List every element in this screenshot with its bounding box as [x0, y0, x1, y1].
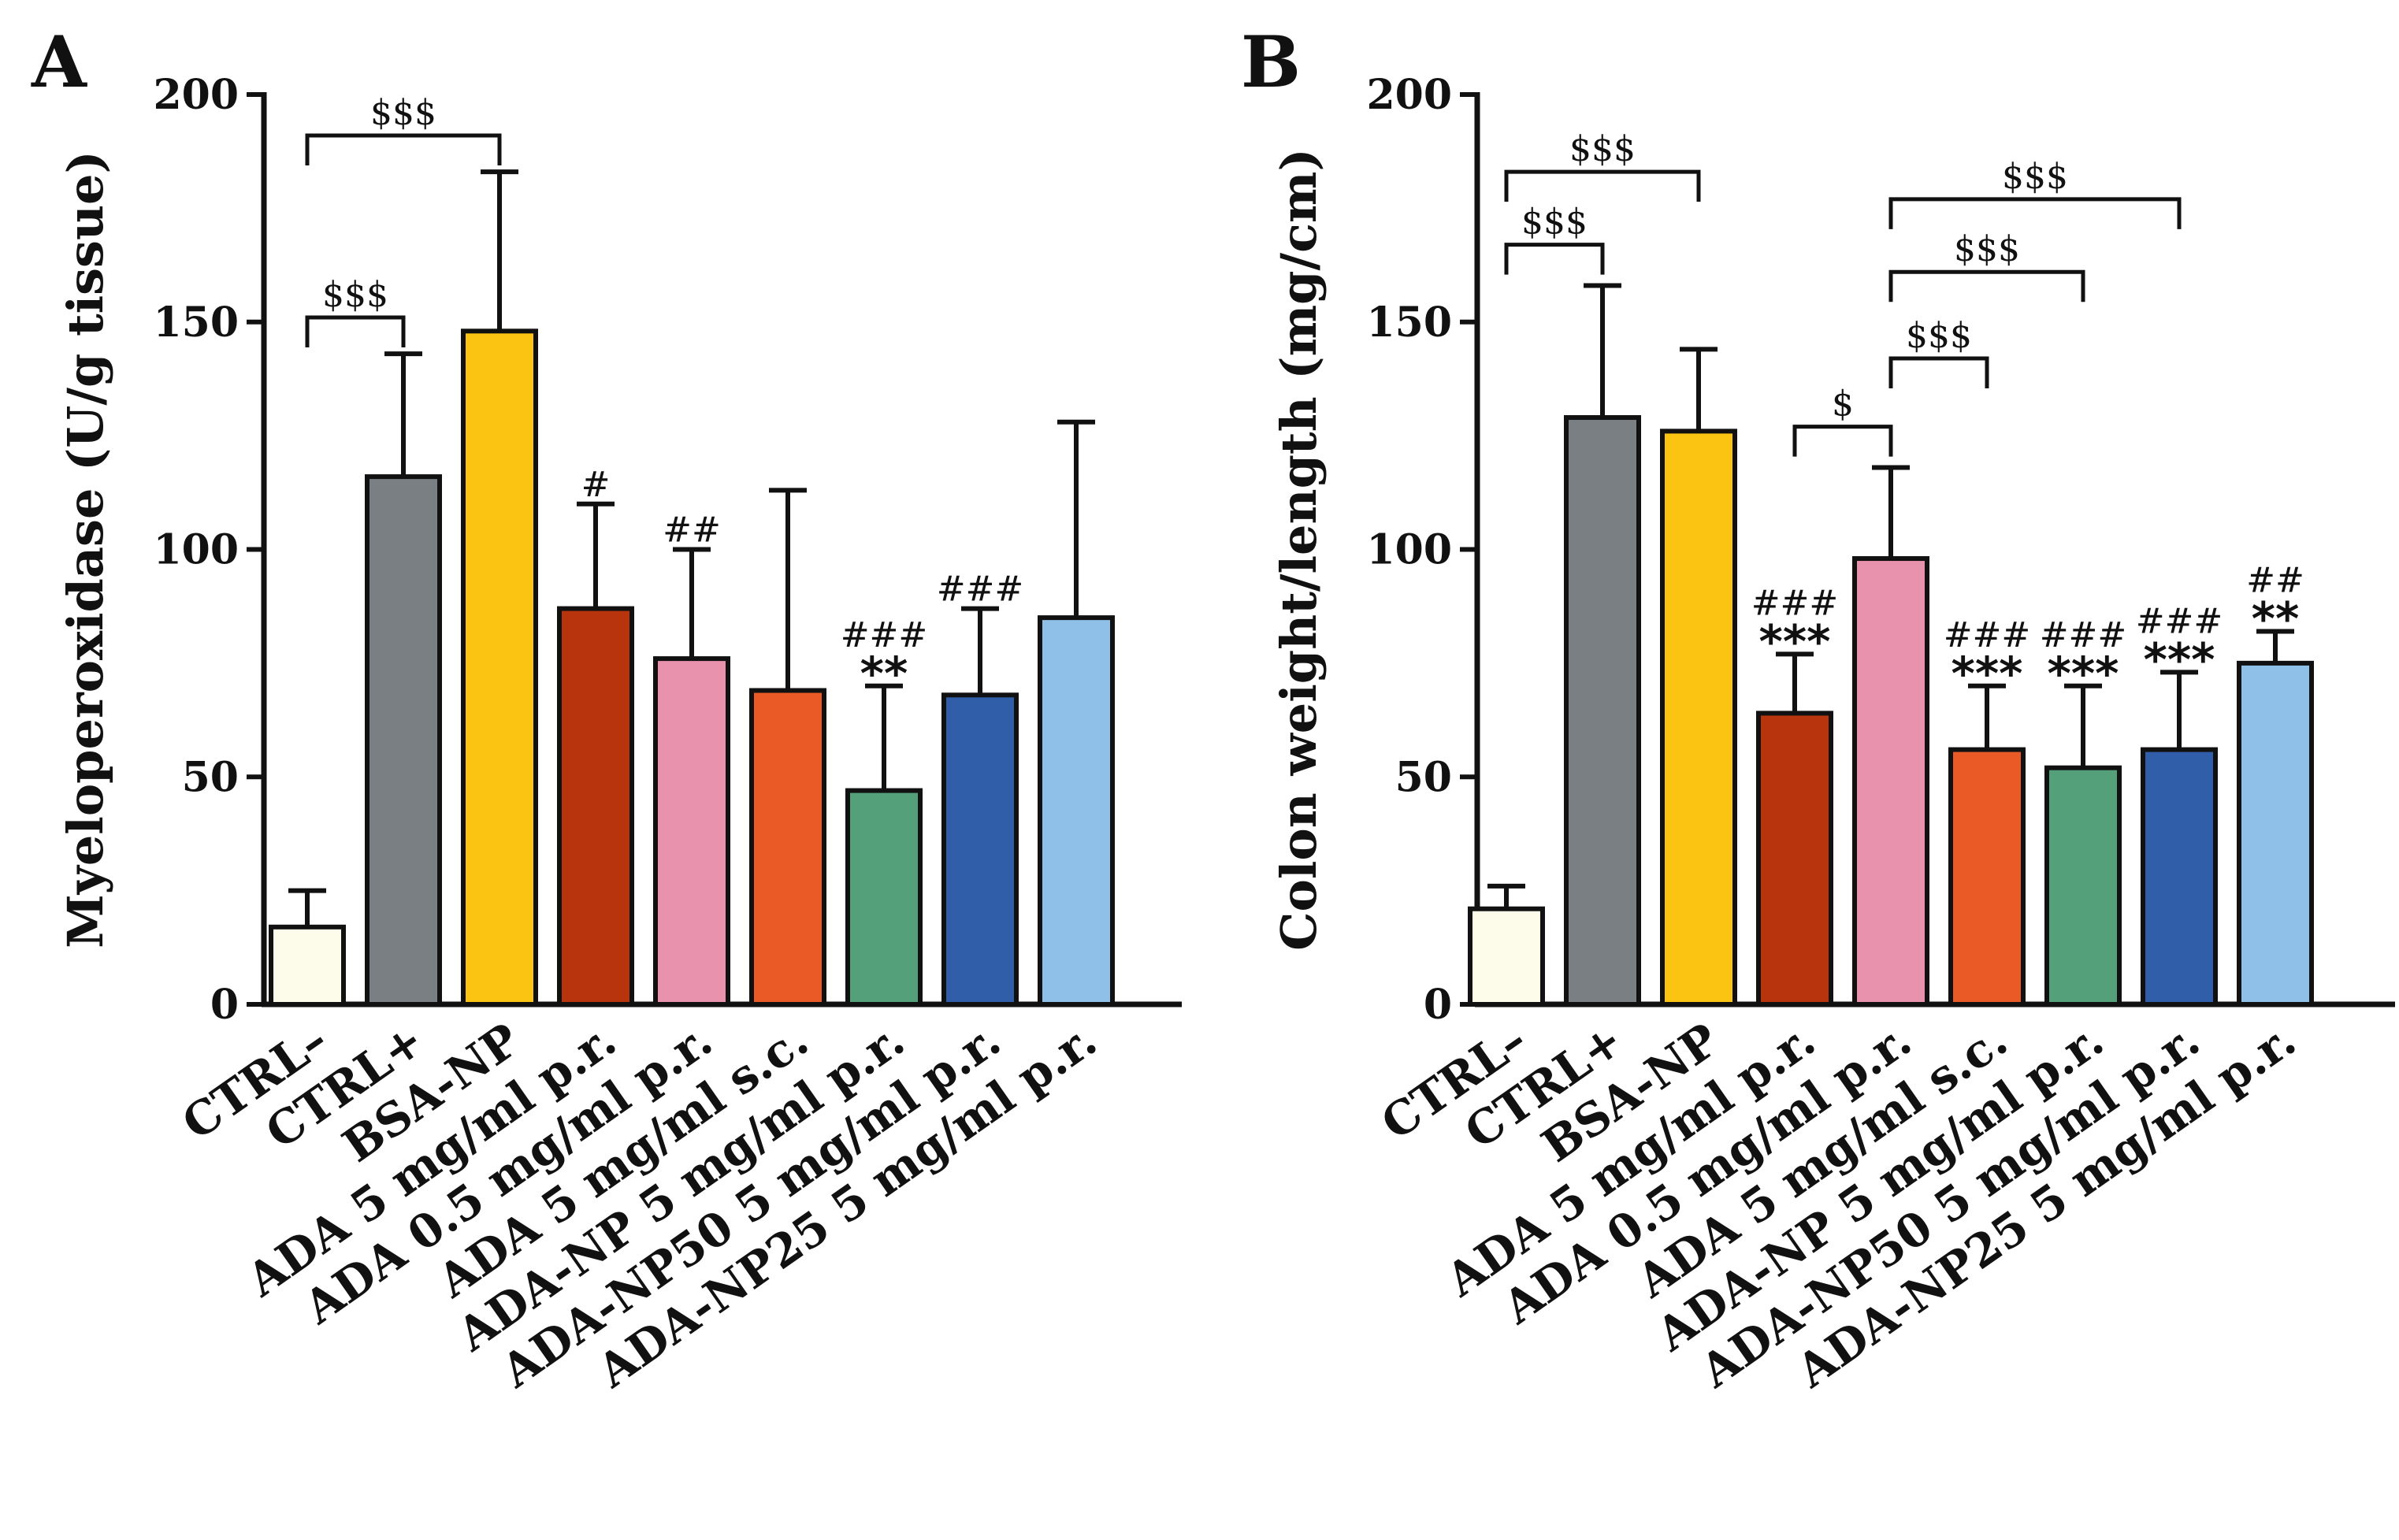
bar	[749, 688, 826, 1007]
panel-label: B	[1241, 20, 1301, 104]
bar	[1660, 429, 1737, 1007]
y-tick-label: 0	[1424, 981, 1452, 1029]
bar	[2044, 765, 2122, 1007]
y-tick-label: 50	[1395, 753, 1452, 801]
bracket-label: $	[1832, 384, 1854, 425]
significance-bracket	[1504, 169, 1701, 202]
bracket-label: $$$	[1521, 202, 1588, 243]
y-tick-label: 150	[1366, 299, 1452, 347]
bracket-label: $$$	[1569, 129, 1636, 169]
significance-hash: #	[581, 465, 611, 505]
bar	[2237, 660, 2314, 1007]
significance-stars: ***	[1952, 647, 2023, 700]
significance-bracket	[1888, 356, 1989, 388]
y-tick-label: 100	[1366, 526, 1452, 574]
y-tick-label: 150	[153, 299, 239, 347]
panel-a-myeloperoxidase-chart: A Myeloperoxidase (U/g tissue) 0 50 100 150 20…	[31, 20, 1182, 1398]
significance-bracket	[1792, 425, 1893, 457]
bar	[1852, 556, 1929, 1007]
bar	[269, 924, 346, 1007]
significance-hash: ###	[841, 615, 928, 655]
panel-label: A	[31, 20, 87, 104]
significance-bracket	[305, 133, 502, 165]
significance-stars: ***	[1759, 614, 1831, 668]
y-tick-label: 100	[153, 526, 239, 574]
bracket-label: $$$	[1954, 229, 2020, 269]
bar	[845, 788, 923, 1007]
bar	[1468, 906, 1545, 1007]
significance-stars: ***	[2048, 647, 2119, 700]
bar	[1756, 711, 1833, 1007]
bar	[941, 692, 1019, 1007]
y-axis-label: Colon weight/length (mg/cm)	[1270, 148, 1328, 951]
bar	[557, 606, 634, 1007]
significance-hash: ###	[1944, 615, 2031, 655]
y-tick-label: 0	[210, 981, 239, 1029]
bar	[1948, 747, 2026, 1007]
y-tick-label: 200	[153, 71, 239, 119]
bar	[2141, 747, 2218, 1007]
y-tick-label: 200	[1366, 71, 1452, 119]
significance-bracket	[1504, 243, 1605, 275]
significance-bracket	[305, 315, 406, 347]
significance-hash: ##	[2246, 560, 2304, 600]
bar	[365, 474, 442, 1007]
significance-bracket	[1888, 269, 2085, 302]
bar	[461, 328, 538, 1007]
bracket-label: $$$	[2002, 157, 2068, 197]
bar	[653, 656, 730, 1007]
bar	[1564, 415, 1641, 1007]
significance-stars: **	[2252, 592, 2300, 645]
significance-hash: ###	[2040, 615, 2127, 655]
y-axis-label: Myeloperoxidase (U/g tissue)	[57, 150, 114, 948]
significance-stars: **	[860, 647, 908, 700]
bracket-label: $$$	[1906, 316, 1972, 356]
bar	[1038, 615, 1115, 1007]
bracket-label: $$$	[370, 93, 436, 133]
panel-b-colon-weight-chart: B Colon weight/length (mg/cm) 0 50 100 150 200…	[1241, 20, 2395, 1398]
significance-hash: ###	[937, 570, 1024, 610]
bracket-label: $$$	[322, 275, 388, 315]
significance-stars: ***	[2144, 633, 2215, 686]
y-tick-label: 50	[182, 753, 239, 801]
significance-bracket	[1888, 197, 2182, 229]
significance-hash: ###	[2136, 601, 2223, 641]
significance-hash: ###	[1751, 583, 1839, 623]
significance-hash: ##	[663, 510, 721, 551]
